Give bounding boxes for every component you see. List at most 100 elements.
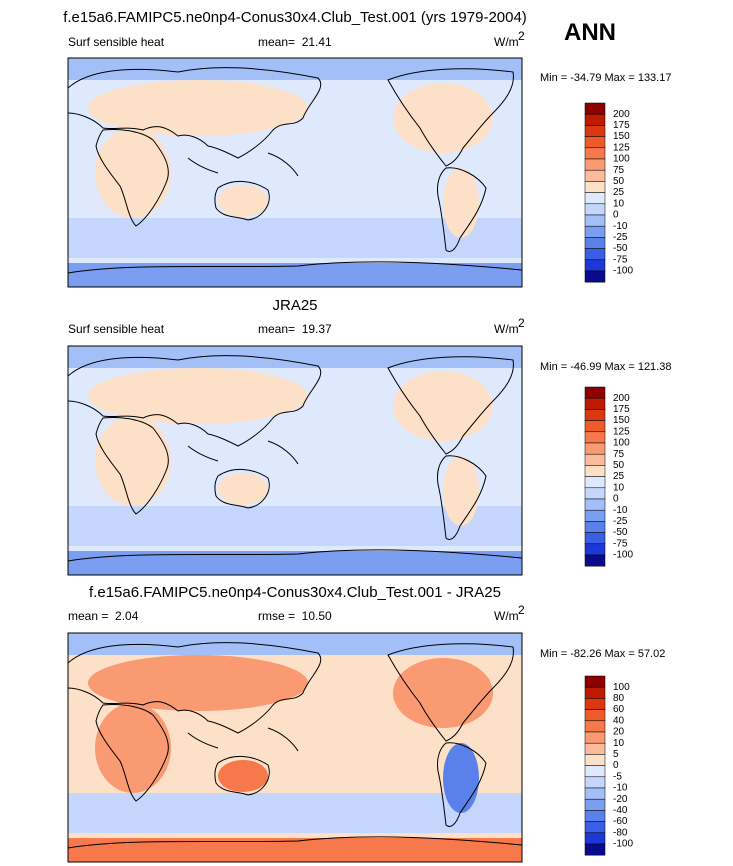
colorbar-box	[584, 397, 606, 410]
colorbar-label: 25	[613, 187, 625, 198]
colorbar-box	[584, 453, 606, 466]
map-land	[95, 128, 171, 218]
colorbar-box	[584, 686, 606, 699]
center-label: mean= 19.37	[258, 322, 332, 336]
colorbar-label: 50	[613, 176, 625, 187]
colorbar-label: -100	[613, 550, 633, 561]
colorbar-label: -40	[613, 805, 628, 816]
figure-title: f.e15a6.FAMIPC5.ne0np4-Conus30x4.Club_Te…	[63, 9, 527, 26]
colorbar-label: 20	[613, 727, 625, 738]
colorbar-label: 200	[613, 393, 630, 404]
colorbar-box	[584, 709, 606, 722]
colorbar-label: 80	[613, 693, 625, 704]
map-polar-band	[68, 346, 522, 368]
colorbar-box	[584, 698, 606, 710]
units: W/m	[494, 322, 519, 336]
map-land	[393, 83, 493, 153]
units: W/m	[494, 609, 519, 623]
min-max: Min = -46.99 Max = 121.38	[540, 361, 671, 373]
units: W/m	[494, 35, 519, 49]
map-land	[218, 473, 268, 505]
map-land	[393, 371, 493, 441]
colorbar-box	[584, 476, 606, 489]
colorbar-box	[584, 810, 606, 822]
map-land	[443, 168, 479, 238]
map-land	[443, 743, 479, 813]
colorbar-box	[584, 431, 606, 444]
colorbar-label: 40	[613, 715, 625, 726]
left-label: Surf sensible heat	[68, 322, 165, 336]
colorbar-box	[584, 214, 606, 227]
map-land	[218, 760, 268, 792]
colorbar-box	[584, 754, 606, 766]
colorbar-label: 10	[613, 738, 625, 749]
colorbar-label: 200	[613, 109, 630, 120]
colorbar-box	[584, 498, 606, 511]
colorbar-label: 75	[613, 165, 625, 176]
colorbar-label: 100	[613, 438, 630, 449]
center-label: rmse = 10.50	[258, 609, 332, 623]
colorbar-box	[584, 203, 606, 216]
colorbar-label: 10	[613, 482, 625, 493]
panel-title: JRA25	[272, 297, 317, 314]
colorbar-label: 0	[613, 210, 619, 221]
colorbar-box	[584, 521, 606, 533]
colorbar-box	[584, 532, 606, 545]
colorbar-label: -75	[613, 254, 628, 265]
colorbar-box	[584, 192, 606, 205]
colorbar-box	[584, 843, 606, 856]
colorbar-label: -80	[613, 827, 628, 838]
panel-title: f.e15a6.FAMIPC5.ne0np4-Conus30x4.Club_Te…	[89, 584, 501, 601]
colorbar-box	[584, 237, 606, 249]
colorbar-label: 100	[613, 682, 630, 693]
colorbar-box	[584, 675, 606, 688]
colorbar-box	[584, 776, 606, 789]
colorbar-box	[584, 259, 606, 272]
min-max: Min = -82.26 Max = 57.02	[540, 648, 665, 660]
colorbar-label: -5	[613, 771, 622, 782]
colorbar-label: 125	[613, 142, 630, 153]
colorbar-label: -100	[613, 839, 633, 850]
colorbar-label: 0	[613, 760, 619, 771]
map-polar-band	[68, 633, 522, 655]
colorbar-box	[584, 125, 606, 137]
colorbar-label: -10	[613, 505, 628, 516]
colorbar-box	[584, 248, 606, 261]
colorbar-box	[584, 147, 606, 160]
colorbar-box	[584, 765, 606, 778]
colorbar-box	[584, 787, 606, 800]
units-exponent: 2	[518, 29, 525, 43]
colorbar-box	[584, 554, 606, 567]
colorbar-box	[584, 102, 606, 115]
colorbar-box	[584, 409, 606, 421]
colorbar-label: 60	[613, 704, 625, 715]
map-antarctic-band	[68, 263, 522, 287]
colorbar-label: -50	[613, 243, 628, 254]
season-label: ANN	[564, 19, 616, 46]
colorbar-label: 10	[613, 198, 625, 209]
colorbar-box	[584, 442, 606, 455]
colorbar-label: 125	[613, 426, 630, 437]
colorbar-label: -100	[613, 266, 633, 277]
colorbar-box	[584, 720, 606, 733]
colorbar-box	[584, 158, 606, 171]
colorbar-label: -25	[613, 232, 628, 243]
colorbar-box	[584, 270, 606, 283]
colorbar-label: -60	[613, 816, 628, 827]
map-land	[88, 80, 308, 136]
colorbar-label: 100	[613, 154, 630, 165]
colorbar-label: -50	[613, 527, 628, 538]
colorbar-box	[584, 821, 606, 834]
units-exponent: 2	[518, 603, 525, 617]
map-southern-band	[68, 793, 522, 833]
colorbar-label: 150	[613, 415, 630, 426]
colorbar-label: 50	[613, 460, 625, 471]
colorbar-box	[584, 742, 606, 755]
colorbar-box	[584, 543, 606, 556]
left-label: Surf sensible heat	[68, 35, 165, 49]
colorbar-label: 5	[613, 749, 619, 760]
map-land	[88, 655, 308, 711]
map-land	[95, 416, 171, 506]
